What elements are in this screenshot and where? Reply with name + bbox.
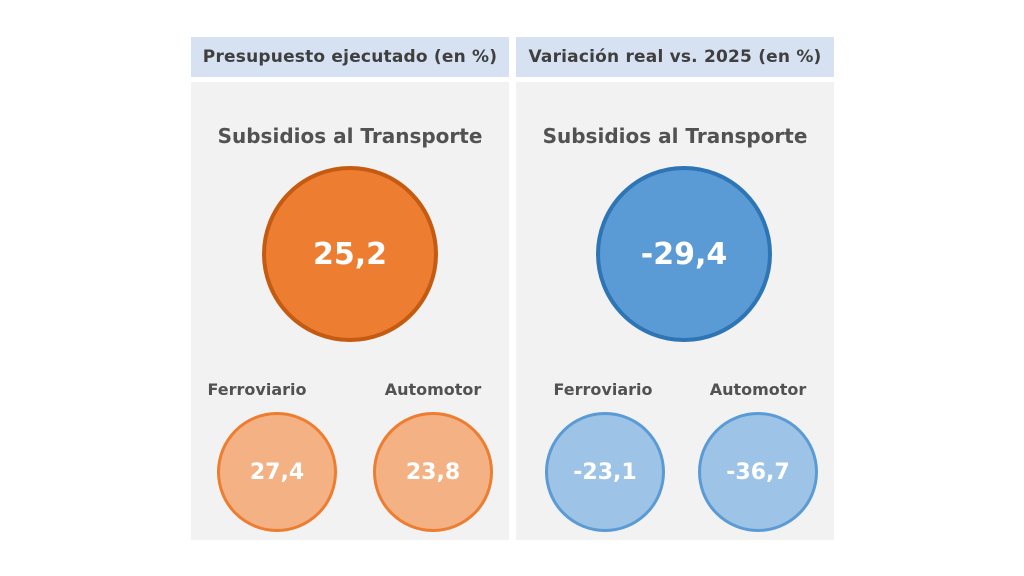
ferroviario-label: Ferroviario [207, 380, 307, 399]
panel-title: Subsidios al Transporte [217, 124, 483, 148]
automotor-value-circle: 23,8 [373, 412, 493, 532]
panel-header: Variación real vs. 2025 (en %) [516, 37, 834, 77]
ferroviario-value-circle: 27,4 [217, 412, 337, 532]
main-value-circle: 25,2 [262, 166, 438, 342]
main-value-circle: -29,4 [596, 166, 772, 342]
automotor-value-circle: -36,7 [698, 412, 818, 532]
panel-title: Subsidios al Transporte [542, 124, 808, 148]
panel-body: Subsidios al Transporte -29,4 Ferroviari… [516, 82, 834, 540]
panel-body: Subsidios al Transporte 25,2 Ferroviario… [191, 82, 509, 540]
ferroviario-value-circle: -23,1 [545, 412, 665, 532]
real-variation-panel: Variación real vs. 2025 (en %) Subsidios… [516, 37, 834, 540]
executed-budget-panel: Presupuesto ejecutado (en %) Subsidios a… [191, 37, 509, 540]
panel-header: Presupuesto ejecutado (en %) [191, 37, 509, 77]
ferroviario-label: Ferroviario [553, 380, 653, 399]
automotor-label: Automotor [384, 380, 482, 399]
automotor-label: Automotor [709, 380, 807, 399]
